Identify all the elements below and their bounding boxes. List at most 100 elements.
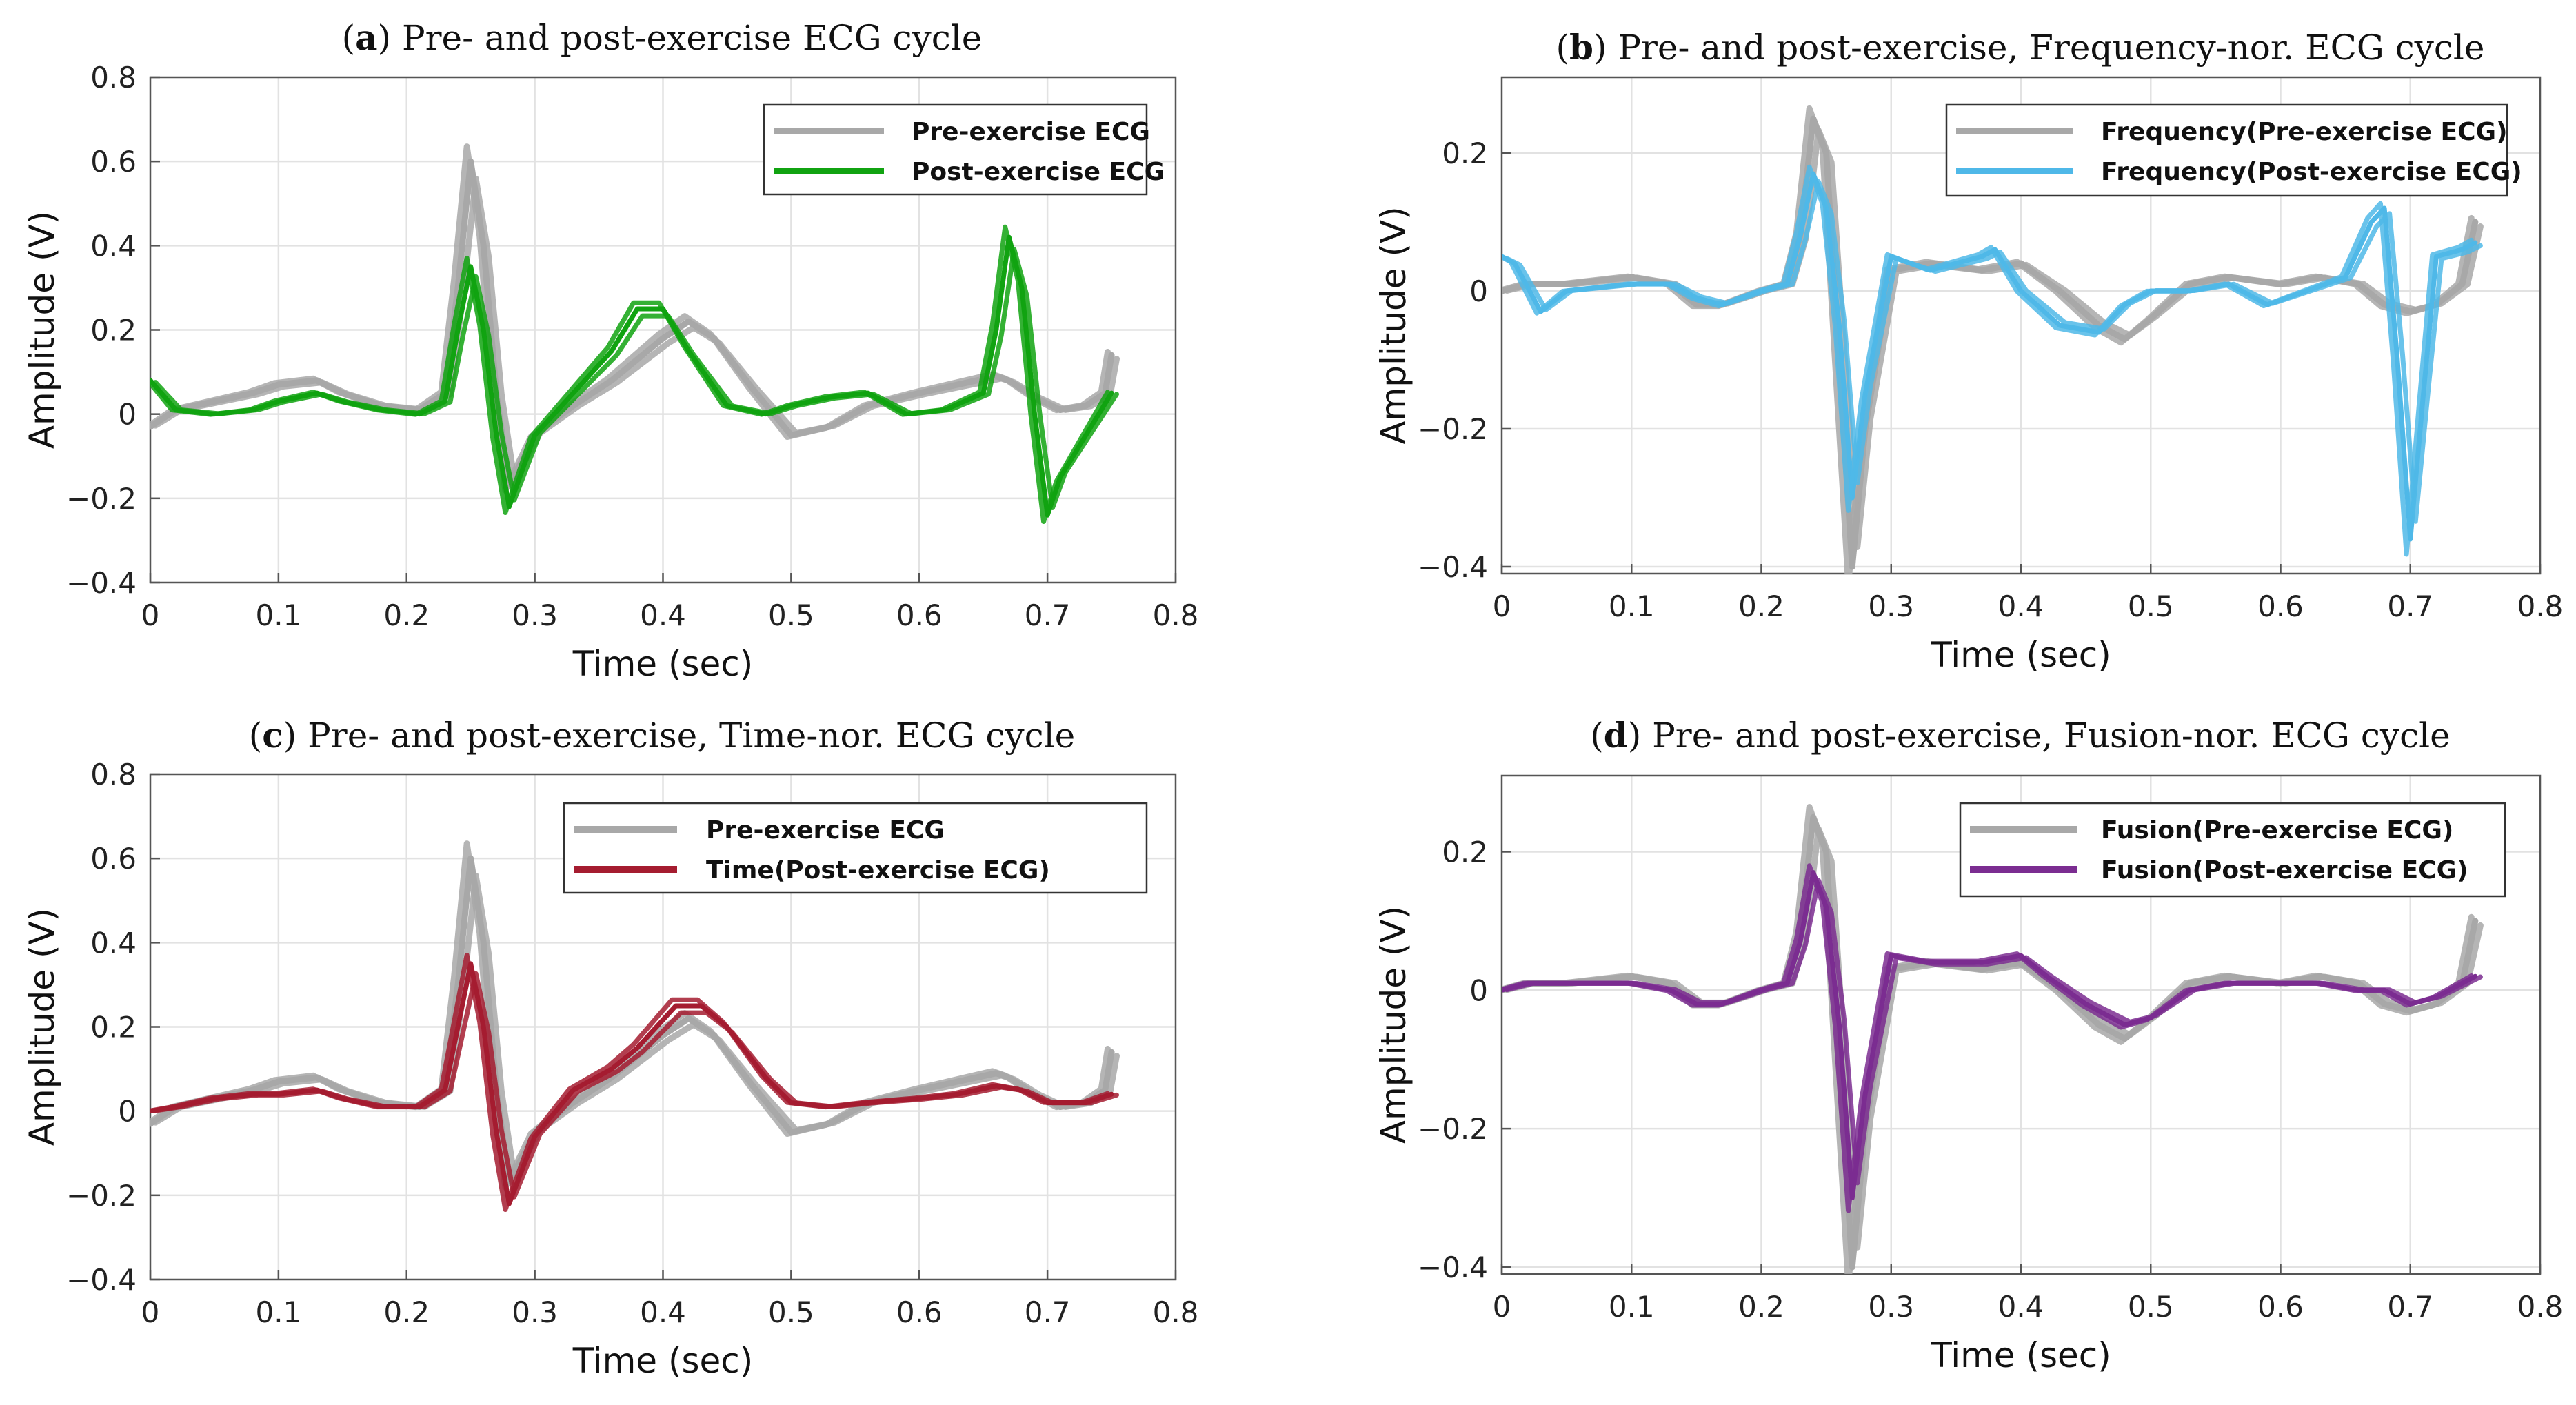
chart-b-title-text: Pre- and post-exercise, Frequency-nor. E… [1618, 28, 2484, 68]
chart-d-legend-label-2: Fusion(Post-exercise ECG) [2101, 856, 2468, 885]
chart-c-ytick-label-0: −0.4 [66, 1263, 137, 1297]
chart-b-xtick-label-8: 0.8 [2517, 589, 2564, 623]
chart-b-xtick-label-2: 0.2 [1738, 589, 1784, 623]
chart-b-title-close-paren: ) [1593, 28, 1618, 68]
chart-c-plot-area [150, 840, 1120, 1213]
chart-d-title-open-paren: ( [1590, 716, 1604, 756]
chart-b-xtick-label-3: 0.3 [1868, 589, 1914, 623]
chart-a-series-2-line-1 [150, 234, 1114, 518]
chart-b-title: (b) Pre- and post-exercise, Frequency-no… [1556, 27, 2484, 68]
chart-a-ylabel: Amplitude (V) [22, 211, 62, 449]
chart-c-legend-label-1: Pre-exercise ECG [706, 816, 945, 845]
chart-b-ytick-label-2: 0 [1469, 274, 1488, 308]
chart-a-legend-box [763, 103, 1148, 196]
chart-c-title-open-paren: ( [249, 716, 263, 756]
chart-d-legend-box [1959, 802, 2506, 898]
chart-b-xtick-label-7: 0.7 [2387, 589, 2433, 623]
chart-b-xtick-label-4: 0.4 [1998, 589, 2044, 623]
chart-c-title-label: c [262, 715, 283, 756]
chart-c-ylabel: Amplitude (V) [22, 908, 62, 1146]
chart-c-series-2-line-2 [152, 971, 1119, 1200]
chart-b-legend-label-2: Frequency(Post-exercise ECG) [2101, 158, 2522, 186]
chart-b-xtick-label-0: 0 [1493, 589, 1511, 623]
chart-a-ytick-label-3: 0.2 [90, 314, 137, 347]
chart-d-legend-label-1: Fusion(Pre-exercise ECG) [2101, 816, 2453, 845]
chart-b-title-label: b [1569, 27, 1593, 68]
chart-d-ytick-label-0: −0.4 [1418, 1251, 1488, 1284]
chart-d-ytick-label-3: 0.2 [1442, 835, 1488, 869]
chart-a-xlabel: Time (sec) [572, 644, 754, 684]
chart-c-xtick-label-4: 0.4 [640, 1295, 686, 1329]
chart-b-title-open-paren: ( [1556, 28, 1569, 68]
chart-a-title-close-paren: ) [378, 18, 402, 58]
chart-d-xlabel: Time (sec) [1930, 1335, 2111, 1375]
chart-a-xtick-label-2: 0.2 [383, 598, 430, 632]
chart-d-xtick-label-1: 0.1 [1609, 1290, 1655, 1324]
chart-c-title-text: Pre- and post-exercise, Time-nor. ECG cy… [308, 716, 1075, 756]
chart-b-xlabel: Time (sec) [1930, 635, 2111, 675]
chart-c-ytick-label-5: 0.6 [90, 842, 137, 876]
chart-a-legend: Pre-exercise ECG Post-exercise ECG [763, 103, 1165, 196]
chart-a-xtick-label-1: 0.1 [255, 598, 301, 632]
chart-b-ytick-label-3: 0.2 [1442, 137, 1488, 170]
chart-d-panel: (d) Pre- and post-exercise, Fusion-nor. … [1373, 715, 2563, 1375]
chart-a-xtick-label-3: 0.3 [512, 598, 558, 632]
chart-d-ytick-label-2: 0 [1469, 973, 1488, 1007]
chart-a-title-label: a [355, 17, 377, 58]
chart-c-ytick-label-4: 0.4 [90, 926, 137, 960]
chart-d-xtick-label-4: 0.4 [1998, 1290, 2044, 1324]
chart-a-legend-label-1: Pre-exercise ECG [912, 118, 1150, 146]
chart-a-panel: (a) Pre- and post-exercise ECG cycle 0 0.1… [22, 17, 1198, 684]
chart-c-series-1-line-3 [150, 840, 1111, 1191]
chart-d-series-2-line-1 [1502, 870, 2478, 1201]
chart-d-title-close-paren: ) [1628, 716, 1652, 756]
chart-a-xtick-label-4: 0.4 [640, 598, 686, 632]
chart-c-panel: (c) Pre- and post-exercise, Time-nor. EC… [22, 715, 1198, 1381]
chart-a-xtick-label-6: 0.6 [896, 598, 943, 632]
chart-b-xtick-label-5: 0.5 [2128, 589, 2174, 623]
chart-c-xtick-label-3: 0.3 [512, 1295, 558, 1329]
chart-b-legend-label-1: Frequency(Pre-exercise ECG) [2101, 118, 2508, 146]
chart-b-xtick-label-6: 0.6 [2257, 589, 2304, 623]
chart-d-series-2-line-3 [1502, 863, 2474, 1213]
chart-b-legend: Frequency(Pre-exercise ECG) Frequency(Pos… [1945, 103, 2522, 197]
chart-b-ytick-label-1: −0.2 [1418, 412, 1488, 446]
chart-a-ytick-label-6: 0.8 [90, 61, 137, 94]
chart-a-plot-area [150, 143, 1120, 525]
chart-d-title-label: d [1604, 715, 1628, 756]
chart-d-ytick-label-1: −0.2 [1418, 1112, 1488, 1146]
chart-a-title: (a) Pre- and post-exercise ECG cycle [342, 17, 983, 58]
chart-b-series-2-line-3 [1502, 164, 2474, 557]
chart-d-ylabel: Amplitude (V) [1373, 906, 1413, 1144]
chart-b-xtick-label-1: 0.1 [1609, 589, 1655, 623]
chart-c-xtick-label-0: 0 [141, 1295, 160, 1329]
chart-b-legend-box [1945, 103, 2508, 197]
chart-c-legend-box [563, 802, 1148, 894]
chart-d-xtick-label-6: 0.6 [2257, 1290, 2304, 1324]
chart-d-plot-area [1502, 804, 2484, 1274]
chart-c-series-2-line-3 [150, 952, 1110, 1213]
chart-a-xtick-label-0: 0 [141, 598, 160, 632]
chart-d-title-text: Pre- and post-exercise, Fusion-nor. ECG … [1652, 716, 2451, 756]
chart-c-ytick-label-1: −0.2 [66, 1179, 137, 1213]
chart-c-legend: Pre-exercise ECG Time(Post-exercise ECG) [563, 802, 1148, 894]
chart-b-panel: (b) Pre- and post-exercise, Frequency-no… [1373, 27, 2563, 675]
chart-d-series-2-line-2 [1505, 878, 2483, 1186]
chart-a-ytick-label-4: 0.4 [90, 229, 137, 263]
chart-c-xtick-label-5: 0.5 [768, 1295, 814, 1329]
chart-c-ytick-label-2: 0 [118, 1095, 137, 1129]
chart-c-title-close-paren: ) [283, 716, 308, 756]
chart-a-ytick-label-1: −0.2 [66, 482, 137, 516]
chart-b-plot-area [1502, 105, 2484, 574]
chart-a-legend-label-2: Post-exercise ECG [912, 158, 1165, 186]
chart-c-xtick-label-2: 0.2 [383, 1295, 430, 1329]
chart-b-series-2-line-2 [1505, 179, 2483, 524]
chart-c-ytick-label-6: 0.8 [90, 758, 137, 791]
chart-d-legend: Fusion(Pre-exercise ECG) Fusion(Post-exer… [1959, 802, 2506, 898]
chart-a-ytick-label-0: −0.4 [66, 566, 137, 600]
chart-c-series-1-line-1 [150, 855, 1115, 1186]
chart-d-xtick-label-2: 0.2 [1738, 1290, 1784, 1324]
chart-d-xtick-label-0: 0 [1493, 1290, 1511, 1324]
chart-a-xtick-label-8: 0.8 [1153, 598, 1199, 632]
chart-a-xtick-label-5: 0.5 [768, 598, 814, 632]
